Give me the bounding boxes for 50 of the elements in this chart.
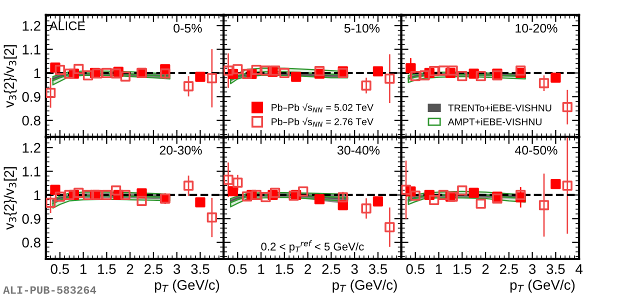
x-tick-label: 1.5 bbox=[98, 264, 116, 274]
x-tick-label: 2 bbox=[482, 264, 489, 274]
legend-label: Pb–Pb √s$_{NN}$ = 5.02 TeV bbox=[272, 103, 374, 112]
legend-label: AMPT+iEBE-VISHNU bbox=[448, 118, 542, 126]
legend-label: TRENTo+iEBE-VISHNU bbox=[448, 104, 552, 112]
y-tick-label: 1.1 bbox=[22, 166, 40, 176]
y-tick-label: 0.8 bbox=[22, 238, 40, 248]
text: 40-50% bbox=[514, 146, 558, 155]
legend-label: Pb–Pb √s$_{NN}$ = 2.76 TeV bbox=[272, 117, 374, 127]
x-tick-label: 4 bbox=[576, 264, 583, 274]
x-tick-label: 1 bbox=[436, 264, 442, 274]
x-axis-title: p$_{T}$ (GeV/c) bbox=[332, 280, 397, 293]
x-tick-label: 0.5 bbox=[50, 264, 69, 274]
text: 30-40% bbox=[337, 146, 380, 155]
x-tick-label: 2.5 bbox=[500, 264, 518, 274]
annotation: ALICE bbox=[49, 21, 86, 30]
text: 20-30% bbox=[160, 146, 202, 155]
y-tick-label: 0.9 bbox=[22, 92, 40, 102]
x-tick-label: 1 bbox=[258, 264, 264, 274]
x-tick-label: 2 bbox=[126, 264, 134, 274]
x-tick-label: 1 bbox=[80, 264, 86, 274]
x-axis-title: p$_{T}$ (GeV/c) bbox=[154, 280, 220, 293]
text: 5-10% bbox=[344, 24, 380, 33]
y-tick-label: 0.8 bbox=[22, 116, 40, 126]
x-tick-label: 3 bbox=[528, 264, 536, 274]
x-tick-label: 1.5 bbox=[276, 264, 294, 274]
annotation: 0.2 < p$_{T}$$^{ref}$ < 5 GeV/c bbox=[261, 240, 364, 253]
y-axis-title: v$_{3}${2}/v$_{3}$[2] bbox=[4, 167, 17, 230]
text: 0-5% bbox=[174, 24, 202, 33]
x-tick-label: 3.5 bbox=[368, 264, 388, 274]
y-axis-title: v$_{3}${2}/v$_{3}$[2] bbox=[4, 45, 17, 108]
x-tick-label: 1.5 bbox=[454, 264, 472, 274]
y-tick-label: 1.1 bbox=[22, 44, 40, 54]
x-tick-label: 3 bbox=[351, 264, 358, 274]
x-tick-label: 3.5 bbox=[546, 264, 565, 274]
x-tick-label: 0.5 bbox=[406, 264, 424, 274]
x-tick-label: 2 bbox=[304, 264, 311, 274]
y-tick-label: 1.2 bbox=[22, 20, 40, 31]
x-tick-label: 3.5 bbox=[191, 264, 210, 274]
x-axis-title: p$_{T}$ (GeV/c) bbox=[510, 280, 575, 293]
text: 10-20% bbox=[516, 24, 558, 33]
y-tick-label: 1.2 bbox=[22, 142, 40, 153]
x-tick-label: 3 bbox=[174, 264, 180, 274]
x-tick-label: 2.5 bbox=[144, 264, 163, 274]
x-tick-label: 2.5 bbox=[322, 264, 340, 274]
text: ALI-PUB-583264 bbox=[3, 286, 96, 294]
x-tick-label: 0.5 bbox=[228, 264, 247, 274]
y-tick-label: 1 bbox=[34, 190, 40, 200]
y-tick-label: 1 bbox=[34, 68, 40, 78]
y-tick-label: 0.9 bbox=[22, 214, 40, 224]
